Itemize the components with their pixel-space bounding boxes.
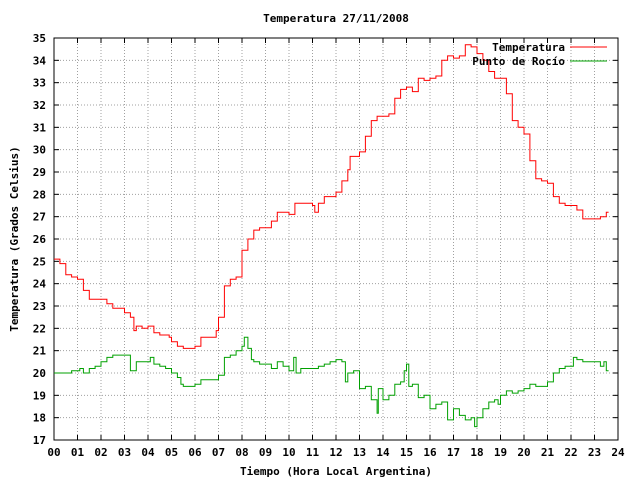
series-lines	[54, 44, 609, 428]
x-tick-label: 03	[118, 446, 131, 459]
y-tick-label: 32	[33, 99, 46, 112]
y-tick-label: 31	[33, 121, 47, 134]
x-tick-label: 09	[259, 446, 272, 459]
x-tick-label: 11	[306, 446, 320, 459]
y-tick-label: 22	[33, 322, 46, 335]
y-tick-label: 27	[33, 211, 46, 224]
x-tick-label: 08	[235, 446, 248, 459]
y-tick-label: 18	[33, 412, 46, 425]
x-tick-label: 12	[329, 446, 342, 459]
y-tick-label: 19	[33, 389, 46, 402]
y-tick-label: 24	[33, 278, 47, 291]
x-axis-title: Tiempo (Hora Local Argentina)	[240, 465, 432, 478]
y-tick-label: 35	[33, 32, 46, 45]
x-tick-label: 05	[165, 446, 178, 459]
x-tick-label: 16	[423, 446, 437, 459]
y-tick-label: 33	[33, 77, 46, 90]
x-tick-label: 17	[447, 446, 460, 459]
y-axis-title: Temperatura (Grados Celsius)	[8, 146, 21, 331]
series-line-punto-de-rocio	[54, 336, 609, 428]
x-tick-label: 14	[376, 446, 390, 459]
y-tick-label: 28	[33, 188, 46, 201]
y-tick-label: 26	[33, 233, 47, 246]
x-tick-label: 06	[188, 446, 202, 459]
y-tick-label: 34	[33, 54, 47, 67]
legend-label-punto-de-rocio: Punto de Rocío	[472, 55, 565, 68]
x-tick-label: 15	[400, 446, 413, 459]
chart-title: Temperatura 27/11/2008	[263, 12, 409, 25]
x-tick-label: 10	[282, 446, 295, 459]
x-tick-label: 21	[541, 446, 555, 459]
y-tick-label: 30	[33, 144, 46, 157]
x-tick-label: 02	[94, 446, 107, 459]
legend: Temperatura Punto de Rocío	[472, 41, 607, 68]
x-tick-label: 20	[517, 446, 530, 459]
legend-label-temperatura: Temperatura	[492, 41, 565, 54]
x-tick-label: 23	[588, 446, 601, 459]
x-tick-label: 19	[494, 446, 507, 459]
x-tick-label: 24	[611, 446, 625, 459]
x-tick-label: 22	[564, 446, 577, 459]
x-tick-label: 18	[470, 446, 483, 459]
grid	[54, 38, 618, 440]
x-tick-label: 13	[353, 446, 366, 459]
series-line-temperatura	[54, 44, 609, 349]
y-tick-label: 29	[33, 166, 46, 179]
y-tick-label: 21	[33, 345, 47, 358]
y-tick-label: 17	[33, 434, 46, 447]
x-tick-label: 01	[71, 446, 85, 459]
x-tick-label: 07	[212, 446, 225, 459]
y-tick-label: 23	[33, 300, 46, 313]
y-tick-label: 20	[33, 367, 46, 380]
x-tick-label: 00	[47, 446, 60, 459]
axis-ticks: 00 01 02 03 04 05 06 07 08 09 10 11 12 13 14 15 16 17 18 19…	[33, 32, 625, 459]
y-tick-label: 25	[33, 255, 46, 268]
x-tick-label: 04	[141, 446, 155, 459]
